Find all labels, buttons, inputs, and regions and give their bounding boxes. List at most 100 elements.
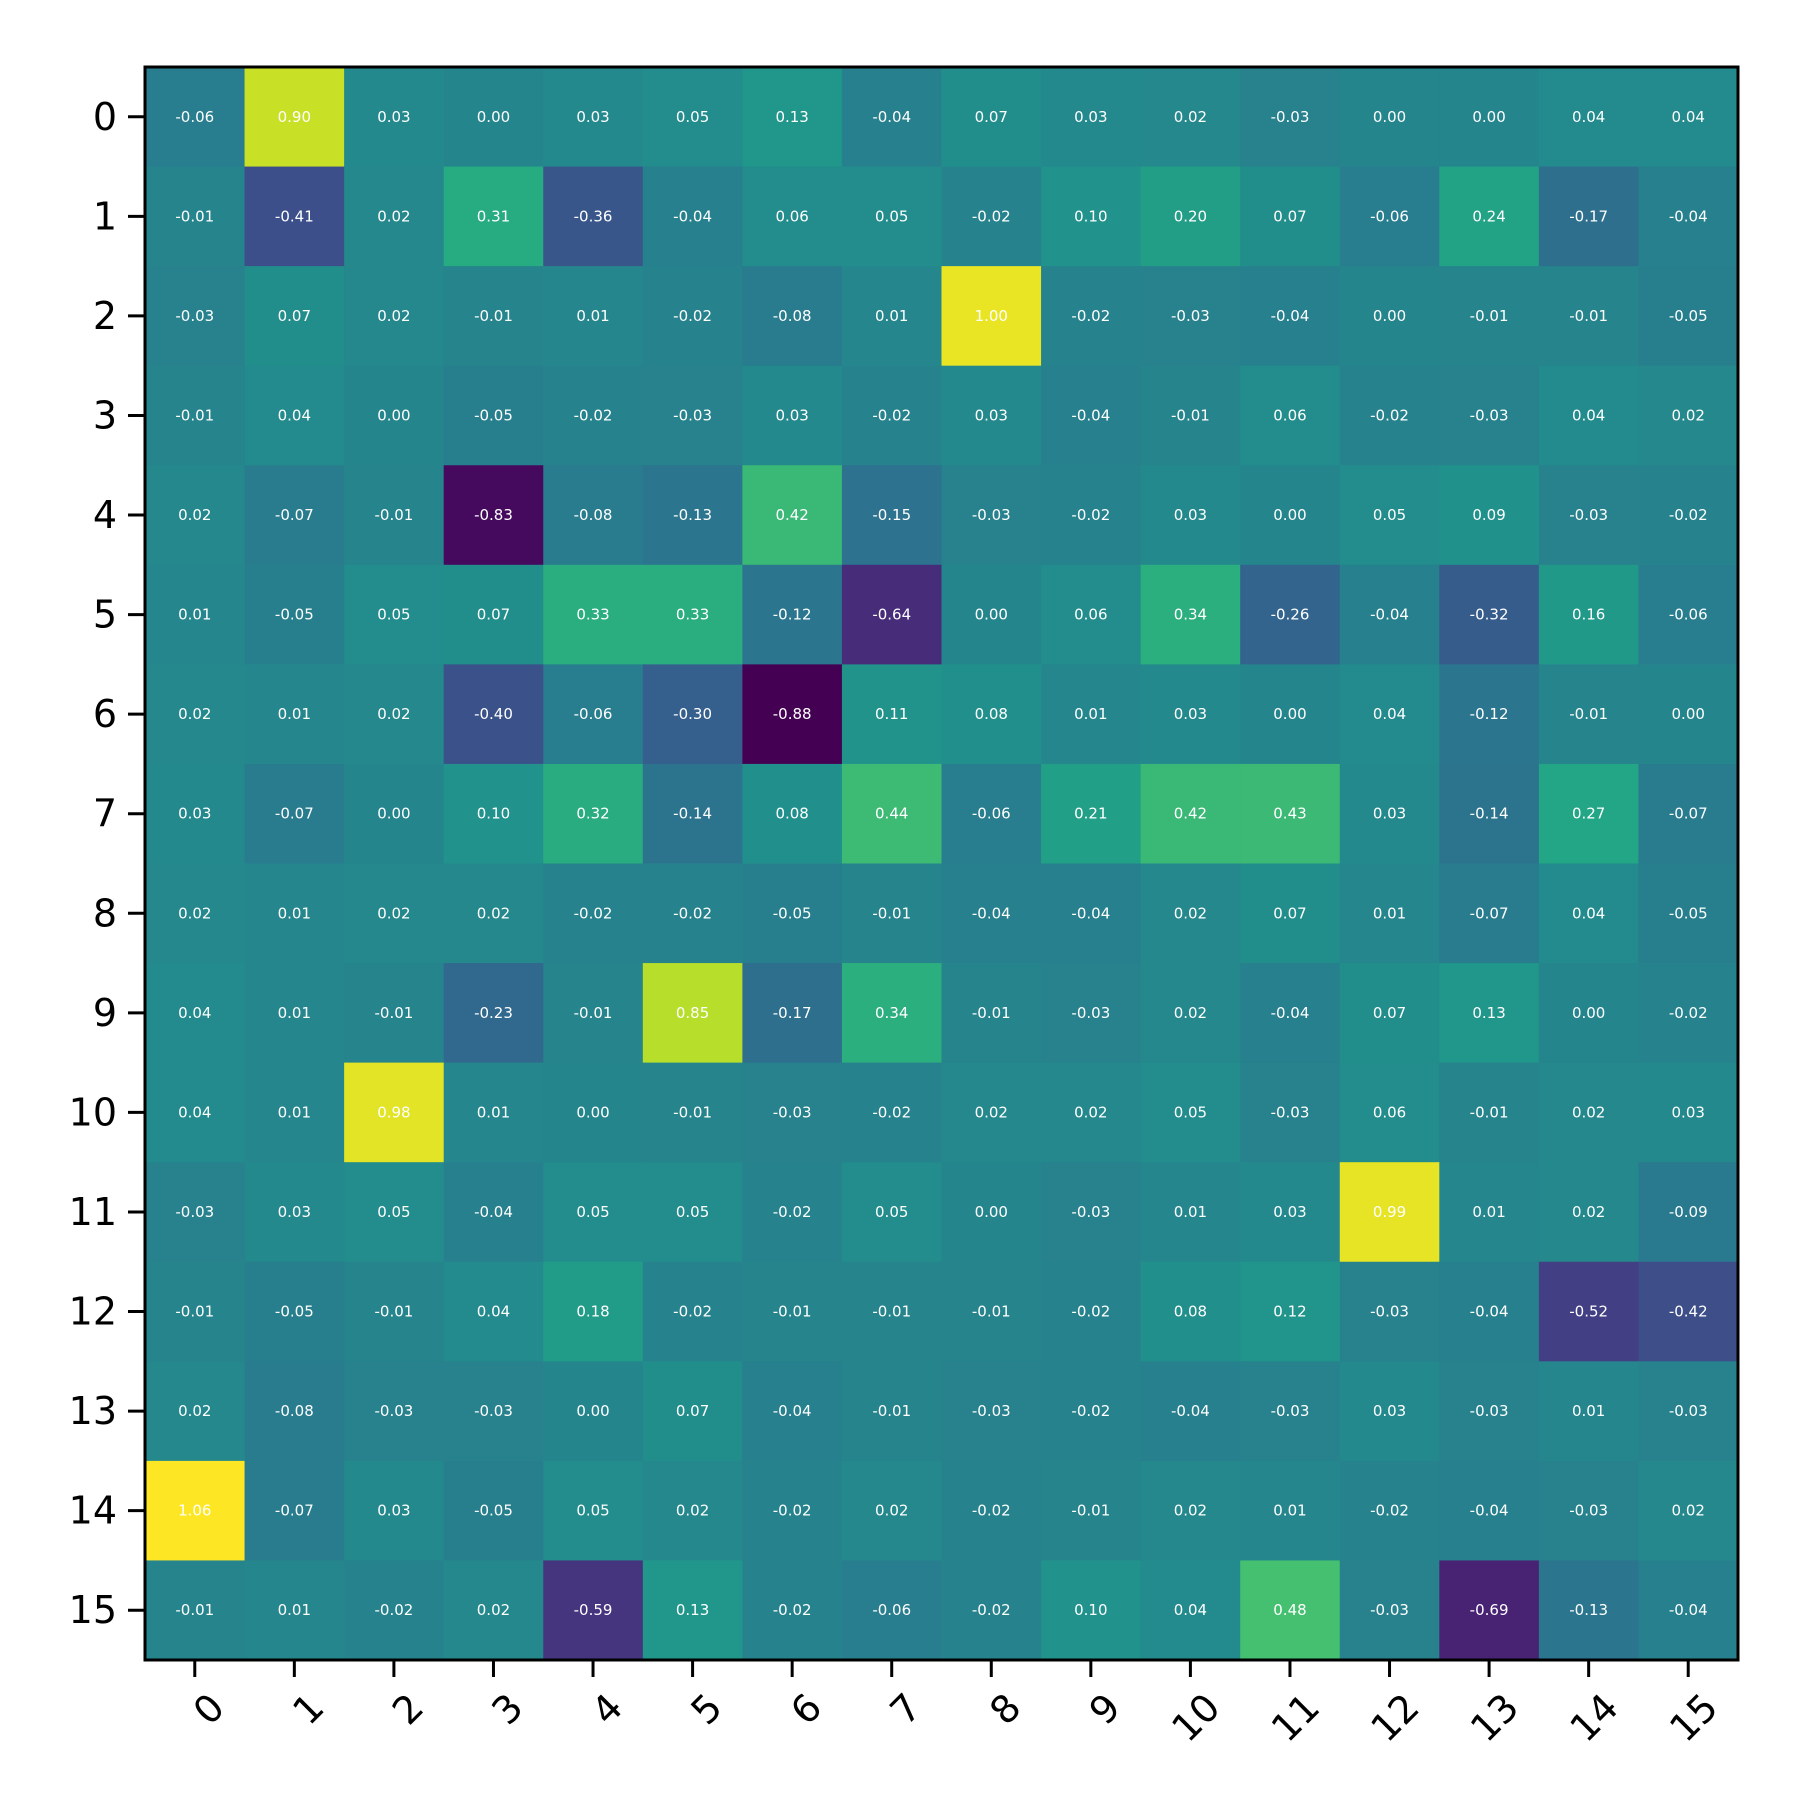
cell-value-label-r1-c2: 0.02 (377, 207, 410, 225)
heatmap-cell-r0-c12 (1339, 67, 1440, 168)
cell-value-label-r11-c12: 0.99 (1373, 1203, 1406, 1221)
cell-value-label-r1-c0: -0.01 (175, 207, 214, 225)
heatmap-cell-r11-c5 (642, 1162, 743, 1263)
cell-value-label-r5-c10: 0.34 (1174, 606, 1207, 624)
cell-value-label-r11-c5: 0.05 (676, 1203, 709, 1221)
heatmap-cell-r6-c13 (1439, 664, 1540, 765)
cell-value-label-r1-c13: 0.24 (1472, 207, 1505, 225)
heatmap-cell-r0-c14 (1538, 67, 1640, 168)
heatmap-cell-r6-c8 (941, 664, 1042, 765)
heatmap-cell-r14-c4 (543, 1460, 644, 1562)
cell-value-label-r3-c9: -0.04 (1071, 406, 1110, 424)
y-tick-label-15: 15 (69, 1588, 117, 1632)
cell-value-label-r4-c5: -0.13 (673, 506, 712, 524)
cell-value-label-r13-c8: -0.03 (972, 1402, 1011, 1420)
heatmap-cell-r3-c1 (244, 365, 345, 466)
heatmap-cell-r1-c7 (841, 166, 943, 267)
heatmap-cell-r15-c4 (543, 1560, 644, 1661)
heatmap-cell-r9-c13 (1439, 963, 1540, 1064)
cell-value-label-r15-c11: 0.48 (1273, 1601, 1306, 1619)
heatmap-cell-r9-c9 (1041, 963, 1142, 1064)
cell-value-label-r14-c10: 0.02 (1174, 1502, 1207, 1520)
heatmap-cell-r1-c9 (1041, 166, 1142, 267)
cell-value-label-r15-c4: -0.59 (574, 1601, 613, 1619)
cell-value-label-r4-c2: -0.01 (375, 506, 414, 524)
heatmap-cell-r8-c10 (1140, 863, 1241, 964)
heatmap-cell-r13-c6 (742, 1361, 843, 1462)
heatmap-cell-r11-c13 (1439, 1162, 1540, 1263)
cell-value-label-r14-c4: 0.05 (576, 1502, 609, 1520)
cell-value-label-r14-c15: 0.02 (1672, 1502, 1705, 1520)
cell-value-label-r12-c12: -0.03 (1370, 1303, 1409, 1321)
heatmap-cell-r5-c15 (1638, 564, 1739, 665)
plot-frame (143, 65, 1740, 1662)
heatmap-cell-r1-c2 (344, 166, 445, 267)
heatmap-cell-r6-c10 (1140, 664, 1241, 765)
heatmap-cell-r2-c13 (1439, 266, 1540, 367)
cell-value-label-r2-c14: -0.01 (1569, 307, 1608, 325)
cell-value-label-r5-c14: 0.16 (1572, 606, 1605, 624)
heatmap-cell-r7-c8 (941, 763, 1042, 865)
cell-value-label-r10-c2: 0.98 (377, 1103, 410, 1121)
cell-value-label-r14-c8: -0.02 (972, 1502, 1011, 1520)
cell-value-label-r4-c7: -0.15 (872, 506, 911, 524)
cell-value-label-r15-c9: 0.10 (1074, 1601, 1107, 1619)
cell-value-label-r3-c8: 0.03 (975, 406, 1008, 424)
heatmap-cell-r10-c4 (543, 1062, 644, 1163)
cell-value-label-r6-c5: -0.30 (673, 705, 712, 723)
heatmap-cell-r8-c4 (543, 863, 644, 964)
cell-value-label-r2-c9: -0.02 (1071, 307, 1110, 325)
heatmap-cell-r15-c10 (1140, 1560, 1241, 1661)
cell-value-label-r6-c12: 0.04 (1373, 705, 1406, 723)
cell-value-label-r14-c0: 1.06 (178, 1502, 211, 1520)
cell-value-label-r2-c11: -0.04 (1271, 307, 1310, 325)
heatmap-cell-r11-c15 (1638, 1162, 1739, 1263)
cell-value-label-r2-c7: 0.01 (875, 307, 908, 325)
heatmap-cell-r1-c3 (443, 166, 544, 267)
heatmap-cell-r15-c9 (1041, 1560, 1142, 1661)
cell-value-label-r11-c2: 0.05 (377, 1203, 410, 1221)
heatmap-cell-r10-c14 (1538, 1062, 1640, 1163)
cell-value-label-r15-c3: 0.02 (477, 1601, 510, 1619)
cell-value-label-r3-c11: 0.06 (1273, 406, 1306, 424)
heatmap-cell-r8-c0 (145, 863, 246, 964)
cell-value-label-r11-c7: 0.05 (875, 1203, 908, 1221)
heatmap-cell-r7-c6 (742, 763, 843, 865)
heatmap-cell-r10-c5 (642, 1062, 743, 1163)
heatmap-cell-r8-c14 (1538, 863, 1640, 964)
cell-value-label-r5-c6: -0.12 (773, 606, 812, 624)
cell-value-label-r5-c3: 0.07 (477, 606, 510, 624)
heatmap-cell-r9-c11 (1240, 963, 1341, 1064)
cell-value-label-r14-c9: -0.01 (1071, 1502, 1110, 1520)
cell-value-label-r8-c6: -0.05 (773, 904, 812, 922)
cell-value-label-r7-c10: 0.42 (1174, 805, 1207, 823)
cell-value-label-r13-c10: -0.04 (1171, 1402, 1210, 1420)
heatmap-cell-r10-c11 (1240, 1062, 1341, 1163)
cell-value-label-r5-c0: 0.01 (178, 606, 211, 624)
heatmap-cell-r7-c7 (841, 763, 943, 865)
cell-value-label-r5-c12: -0.04 (1370, 606, 1409, 624)
cell-value-label-r7-c15: -0.07 (1669, 805, 1708, 823)
cell-value-label-r13-c15: -0.03 (1669, 1402, 1708, 1420)
heatmap-cell-r9-c1 (244, 963, 345, 1064)
cell-value-label-r11-c13: 0.01 (1472, 1203, 1505, 1221)
cell-value-label-r8-c12: 0.01 (1373, 904, 1406, 922)
cell-value-label-r9-c2: -0.01 (375, 1004, 414, 1022)
heatmap-cell-r1-c6 (742, 166, 843, 267)
cell-value-label-r12-c7: -0.01 (872, 1303, 911, 1321)
cell-value-label-r6-c8: 0.08 (975, 705, 1008, 723)
heatmap-cell-r0-c11 (1240, 67, 1341, 168)
heatmap-cell-r3-c14 (1538, 365, 1640, 466)
cell-value-label-r11-c14: 0.02 (1572, 1203, 1605, 1221)
heatmap-cell-r0-c2 (344, 67, 445, 168)
heatmap-cells (145, 67, 1739, 1661)
cell-value-label-r10-c10: 0.05 (1174, 1103, 1207, 1121)
cell-value-label-r8-c14: 0.04 (1572, 904, 1605, 922)
cell-value-label-r13-c3: -0.03 (474, 1402, 513, 1420)
heatmap-cell-r0-c0 (145, 67, 246, 168)
heatmap-cell-r5-c12 (1339, 564, 1440, 665)
cell-value-label-r12-c13: -0.04 (1470, 1303, 1509, 1321)
heatmap-cell-r11-c2 (344, 1162, 445, 1263)
heatmap-cell-r5-c5 (642, 564, 743, 665)
